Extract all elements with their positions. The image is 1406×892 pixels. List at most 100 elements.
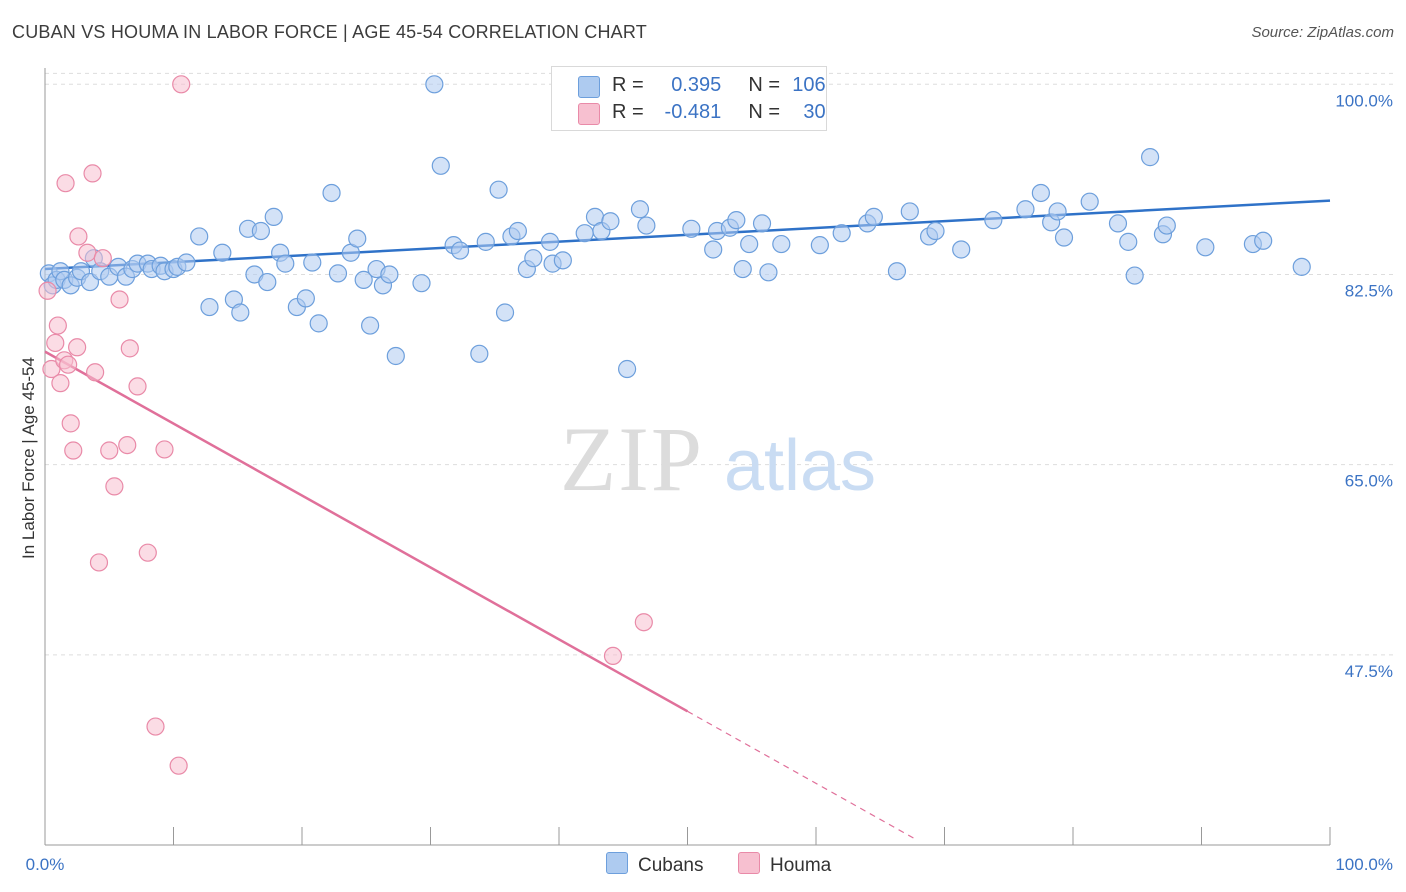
point-houma: [78, 243, 97, 262]
point-cubans: [864, 207, 883, 226]
data-points: [38, 75, 1311, 775]
bottom-legend-label-houma: Houma: [770, 855, 832, 876]
watermark-zip: ZIP: [560, 408, 704, 510]
point-cubans: [303, 253, 322, 272]
point-cubans: [575, 224, 594, 243]
point-cubans: [177, 253, 196, 272]
point-cubans: [540, 232, 560, 251]
point-cubans: [733, 259, 752, 279]
legend-text-cubans: R = 0.395 N = 106: [612, 74, 826, 97]
point-cubans: [1108, 214, 1128, 233]
y-axis-title: In Labor Force | Age 45-54: [19, 357, 38, 559]
point-cubans: [1016, 200, 1035, 219]
point-cubans: [431, 156, 450, 175]
point-cubans: [524, 249, 543, 268]
point-cubans: [190, 227, 209, 246]
point-cubans: [264, 207, 283, 226]
trend-extension-houma: [687, 710, 917, 841]
point-houma: [48, 316, 67, 335]
point-houma: [42, 359, 61, 379]
legend-swatch-houma: [578, 103, 600, 125]
point-cubans: [348, 229, 367, 248]
correlation-legend: R = 0.395 N = 106 R = -0.481 N = 30: [551, 66, 827, 131]
point-cubans: [1119, 232, 1138, 251]
point-cubans: [1031, 183, 1050, 203]
point-cubans: [618, 359, 637, 379]
legend-n-value: 30: [803, 101, 826, 123]
point-cubans: [476, 232, 495, 251]
point-cubans: [637, 216, 656, 235]
point-cubans: [1254, 231, 1273, 250]
point-cubans: [1196, 238, 1215, 257]
point-houma: [59, 355, 78, 374]
point-houma: [146, 717, 165, 736]
point-cubans: [759, 263, 778, 282]
bottom-legend-cubans: Cubans: [606, 852, 704, 877]
legend-r-label: R =: [612, 101, 644, 123]
point-houma: [100, 441, 119, 460]
point-houma: [69, 227, 88, 246]
point-houma: [138, 543, 157, 562]
point-houma: [169, 756, 188, 775]
point-cubans: [752, 214, 772, 233]
point-cubans: [810, 236, 829, 255]
point-cubans: [200, 297, 219, 317]
point-cubans: [470, 344, 489, 363]
point-cubans: [489, 180, 508, 199]
point-houma: [68, 338, 87, 357]
point-cubans: [328, 264, 348, 283]
bottom-legend-houma: Houma: [738, 852, 831, 877]
point-cubans: [630, 200, 650, 219]
point-cubans: [926, 221, 945, 241]
point-cubans: [887, 262, 907, 281]
point-cubans: [832, 224, 851, 243]
point-cubans: [276, 254, 295, 273]
point-cubans: [361, 316, 380, 335]
point-houma: [172, 75, 191, 94]
bottom-legend-label-cubans: Cubans: [638, 855, 704, 876]
point-houma: [110, 290, 129, 309]
point-houma: [61, 414, 80, 433]
point-cubans: [386, 346, 405, 366]
point-houma: [120, 339, 139, 358]
legend-r-value: 0.395: [671, 74, 722, 96]
chart-title: CUBAN VS HOUMA IN LABOR FORCE | AGE 45-5…: [12, 22, 647, 42]
point-houma: [603, 646, 623, 666]
point-cubans: [322, 183, 341, 203]
point-houma: [155, 440, 174, 459]
legend-n-value: 106: [792, 74, 826, 96]
point-houma: [86, 363, 105, 382]
point-cubans: [296, 289, 315, 308]
bottom-legend-swatch-cubans: [606, 852, 628, 874]
point-cubans: [1080, 192, 1099, 211]
point-cubans: [251, 221, 270, 241]
point-houma: [93, 249, 112, 268]
point-cubans: [601, 212, 620, 231]
point-cubans: [1157, 216, 1176, 235]
point-cubans: [900, 202, 919, 221]
point-cubans: [231, 303, 250, 322]
watermark-atlas: atlas: [724, 426, 876, 506]
chart-source: Source: ZipAtlas.com: [1251, 24, 1394, 41]
tick-labels: 47.5% 65.0% 82.5% 100.0% 0.0% 100.0%: [26, 91, 1393, 874]
point-houma: [38, 281, 57, 300]
point-cubans: [380, 265, 399, 284]
bottom-legend-swatch-houma: [738, 852, 760, 874]
point-cubans: [258, 272, 277, 292]
legend-swatch-cubans: [578, 76, 600, 98]
point-cubans: [740, 234, 759, 254]
point-cubans: [1048, 202, 1067, 221]
point-cubans: [772, 234, 791, 254]
point-cubans: [354, 270, 373, 290]
point-cubans: [984, 211, 1003, 230]
point-cubans: [425, 75, 444, 94]
point-cubans: [682, 219, 701, 238]
y-tick-label: 100.0%: [1335, 91, 1393, 110]
point-houma: [105, 477, 124, 496]
point-cubans: [1125, 266, 1144, 285]
point-cubans: [495, 303, 515, 322]
y-tick-label: 82.5%: [1345, 281, 1393, 300]
point-cubans: [450, 241, 470, 260]
point-houma: [118, 435, 137, 455]
point-cubans: [508, 221, 527, 241]
